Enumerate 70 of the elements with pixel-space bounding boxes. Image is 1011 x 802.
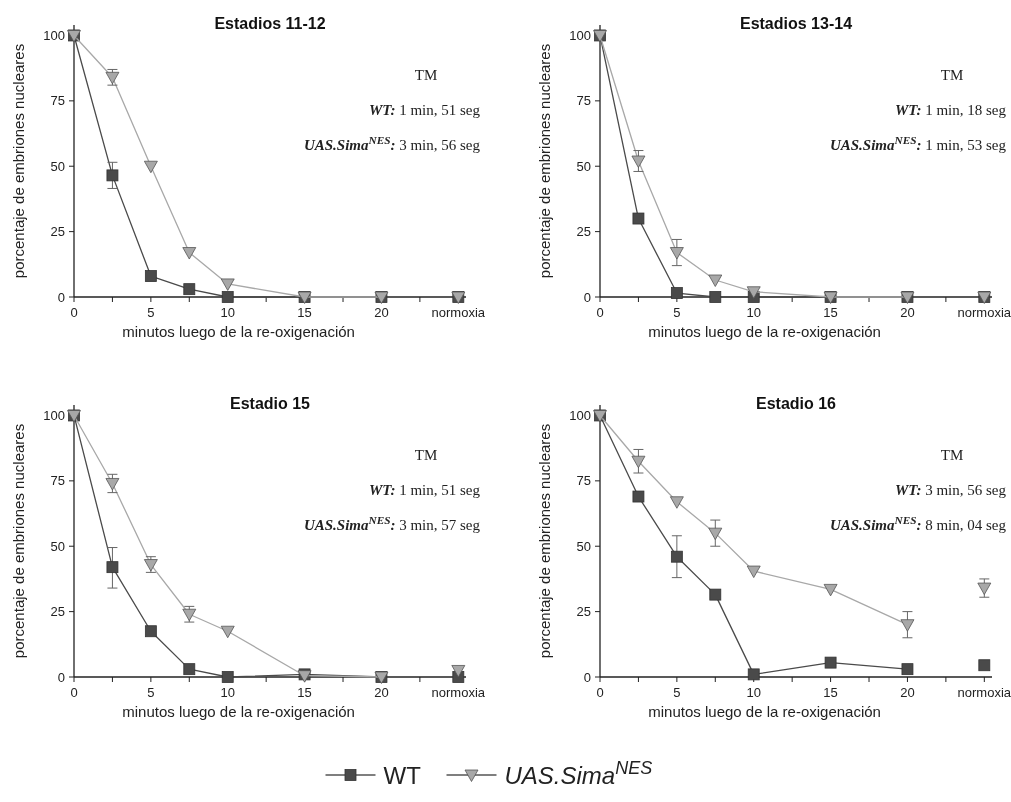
annotation: UAS.Sima$^{NES}$: 8 min, 04 seg [829, 514, 1007, 533]
y-axis-title: porcentaje de embriones nucleares [10, 423, 27, 659]
y-tick-label: 75 [576, 473, 591, 489]
y-axis-title: porcentaje de embriones nucleares [536, 423, 553, 659]
y-tick-label: 0 [57, 289, 65, 305]
y-tick-label: 50 [576, 158, 591, 174]
y-tick-label: 100 [569, 27, 591, 43]
y-tick-label: 25 [576, 224, 591, 240]
y-tick-label: 50 [50, 538, 65, 554]
x-axis-title: minutos luego de la re-oxigenación [648, 323, 881, 340]
chart-title: Estadios 11-12 [214, 15, 326, 32]
annotation: WT: 1 min, 51 seg [369, 102, 481, 118]
y-tick-label: 25 [50, 224, 65, 240]
x-tick-label: 15 [297, 685, 312, 700]
annotation: TM [940, 67, 964, 83]
x-tick-label: normoxia [431, 305, 486, 320]
x-tick-label: 0 [596, 305, 604, 320]
x-tick-label: 5 [147, 305, 155, 320]
y-tick-label: 75 [50, 93, 65, 109]
legend-label: UAS.Sima$^{NES}$ [504, 758, 653, 789]
y-tick-label: 50 [50, 158, 65, 174]
y-tick-label: 75 [50, 473, 65, 489]
x-tick-label: normoxia [957, 305, 1011, 320]
annotation: WT: 1 min, 51 seg [369, 482, 481, 498]
x-tick-label: normoxia [431, 685, 486, 700]
chart-title: Estadio 15 [229, 395, 311, 412]
y-tick-label: 50 [576, 538, 591, 554]
annotation: TM [414, 67, 438, 83]
x-tick-label: 20 [900, 305, 915, 320]
y-axis-title: porcentaje de embriones nucleares [536, 43, 553, 279]
x-tick-label: 20 [374, 685, 389, 700]
y-tick-label: 0 [57, 669, 65, 685]
x-axis-title: minutos luego de la re-oxigenación [122, 703, 355, 720]
y-tick-label: 100 [569, 407, 591, 423]
x-tick-label: 20 [900, 685, 915, 700]
x-tick-label: 15 [297, 305, 312, 320]
annotation: UAS.Sima$^{NES}$: 3 min, 56 seg [303, 134, 481, 153]
annotation: WT: 3 min, 56 seg [895, 482, 1007, 498]
y-tick-label: 100 [43, 407, 65, 423]
y-tick-label: 25 [50, 604, 65, 620]
legend-label: WT [383, 762, 422, 789]
x-axis-title: minutos luego de la re-oxigenación [122, 323, 355, 340]
annotation: UAS.Sima$^{NES}$: 1 min, 53 seg [829, 134, 1007, 153]
y-tick-label: 25 [576, 604, 591, 620]
x-tick-label: 10 [220, 305, 235, 320]
y-tick-label: 100 [43, 27, 65, 43]
y-tick-label: 75 [576, 93, 591, 109]
y-tick-label: 0 [583, 669, 591, 685]
x-tick-label: 0 [596, 685, 604, 700]
x-tick-label: 20 [374, 305, 389, 320]
annotation: TM [940, 447, 964, 463]
chart-title: Estadios 13-14 [739, 15, 853, 32]
x-tick-label: 15 [823, 305, 838, 320]
x-tick-label: normoxia [957, 685, 1011, 700]
x-tick-label: 10 [746, 305, 761, 320]
x-tick-label: 5 [147, 685, 155, 700]
x-tick-label: 5 [673, 305, 681, 320]
annotation: UAS.Sima$^{NES}$: 3 min, 57 seg [303, 514, 481, 533]
y-axis-title: porcentaje de embriones nucleares [10, 43, 27, 279]
x-tick-label: 10 [746, 685, 761, 700]
x-tick-label: 0 [70, 305, 78, 320]
x-tick-label: 5 [673, 685, 681, 700]
y-tick-label: 0 [583, 289, 591, 305]
annotation: TM [414, 447, 438, 463]
x-axis-title: minutos luego de la re-oxigenación [648, 703, 881, 720]
annotation: WT: 1 min, 18 seg [895, 102, 1007, 118]
x-tick-label: 0 [70, 685, 78, 700]
x-tick-label: 15 [823, 685, 838, 700]
x-tick-label: 10 [220, 685, 235, 700]
chart-title: Estadio 16 [755, 395, 837, 412]
